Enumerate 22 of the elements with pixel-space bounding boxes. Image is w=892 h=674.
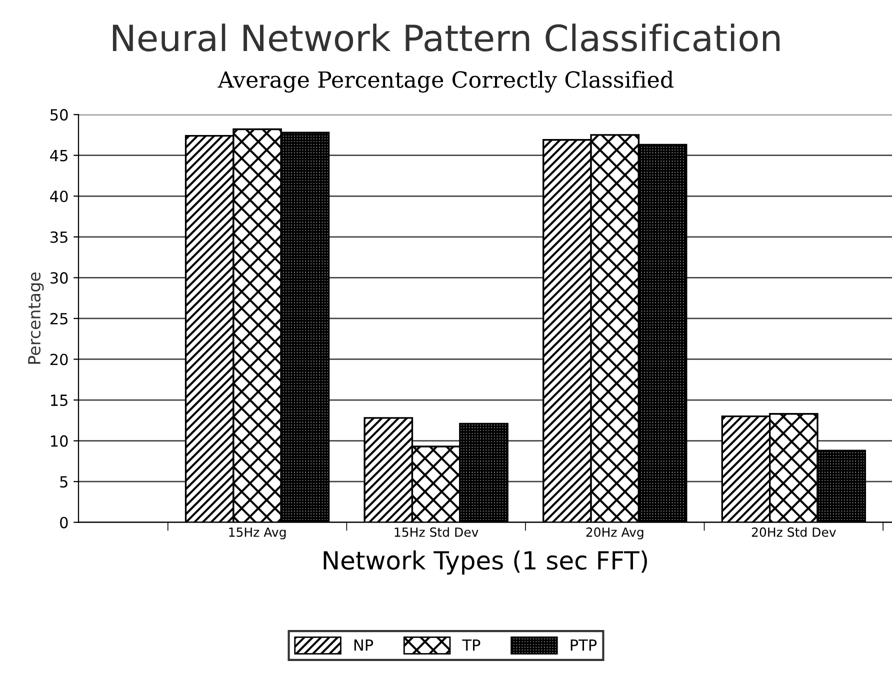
- y-tick-label: 40: [50, 190, 68, 202]
- y-tick-label: 35: [50, 231, 68, 243]
- y-tick-label: 5: [60, 476, 68, 488]
- y-tick-label: 50: [50, 109, 68, 121]
- y-tick-label: 45: [50, 150, 68, 162]
- chart-title: Neural Network Pattern Classification: [112, 24, 780, 52]
- x-axis-title: Network Types (1 sec FFT): [324, 550, 647, 575]
- legend-label: NP: [354, 640, 374, 651]
- x-tick-label: 20Hz Std Dev: [752, 527, 836, 537]
- x-tick-label: 15Hz Avg: [229, 528, 286, 540]
- legend-label: TP: [462, 640, 480, 651]
- chart-subtitle: Average Percentage Correctly Classified: [218, 70, 674, 93]
- legend-label: PTP: [570, 640, 597, 651]
- y-tick-label: 0: [60, 516, 68, 528]
- y-tick-label: 15: [51, 394, 68, 406]
- y-tick-label: 20: [50, 354, 68, 366]
- y-tick-label: 30: [50, 272, 68, 284]
- x-tick-label: 20Hz Avg: [586, 527, 644, 540]
- y-tick-label: 10: [51, 435, 68, 447]
- y-tick-label: 25: [50, 312, 68, 324]
- x-tick-label: 15Hz Std Dev: [394, 527, 478, 537]
- y-axis-title: Percentage: [28, 272, 44, 364]
